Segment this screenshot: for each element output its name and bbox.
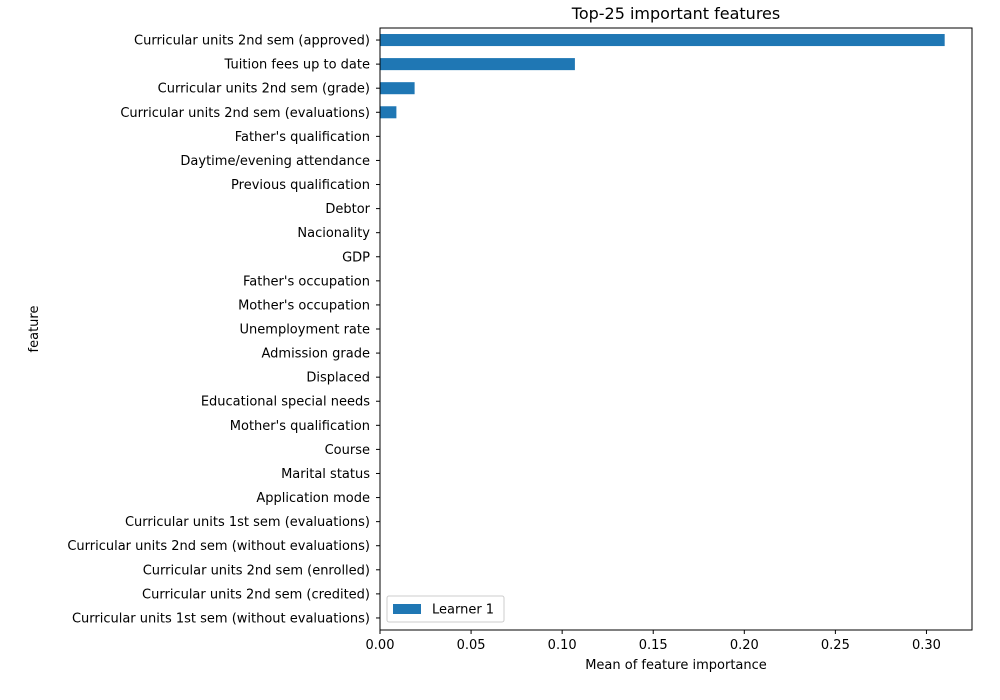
legend-box xyxy=(386,595,505,623)
y-tick-label: Displaced xyxy=(306,371,370,386)
y-tick-label: Father's occupation xyxy=(243,274,370,289)
y-tick-label: Curricular units 1st sem (evaluations) xyxy=(125,515,370,530)
y-tick-label: Application mode xyxy=(256,491,370,506)
bar xyxy=(380,82,415,95)
legend-swatch xyxy=(393,604,421,614)
y-axis-title: feature xyxy=(27,306,42,353)
y-tick-label: Course xyxy=(325,443,370,458)
y-tick-label: Curricular units 2nd sem (without evalua… xyxy=(67,539,370,554)
y-tick-label: Debtor xyxy=(325,202,370,217)
y-tick-label: Admission grade xyxy=(262,347,371,362)
y-tick-label: Unemployment rate xyxy=(240,323,370,338)
x-tick-label: 0.10 xyxy=(548,638,577,653)
chart-title: Top-25 important features xyxy=(571,4,780,23)
y-tick-label: GDP xyxy=(342,250,370,265)
x-axis-ticks: 0.00 0.05 0.10 0.15 0.20 0.25 0.30 xyxy=(366,630,941,653)
y-tick-label: Tuition fees up to date xyxy=(224,58,370,73)
y-tick-label: Daytime/evening attendance xyxy=(180,154,370,169)
y-tick-label: Mother's occupation xyxy=(238,298,370,313)
bar xyxy=(380,106,397,119)
y-tick-label: Marital status xyxy=(281,467,370,482)
y-tick-label: Curricular units 1st sem (without evalua… xyxy=(72,611,370,626)
x-tick-label: 0.15 xyxy=(639,638,668,653)
y-tick-label: Curricular units 2nd sem (approved) xyxy=(134,34,370,49)
bar xyxy=(380,34,945,47)
y-axis-ticks: Curricular units 2nd sem (approved) Tuiti… xyxy=(67,34,380,626)
bars-group xyxy=(380,34,945,119)
y-tick-label: Curricular units 2nd sem (evaluations) xyxy=(120,106,370,121)
x-tick-label: 0.00 xyxy=(366,638,395,653)
x-axis-title: Mean of feature importance xyxy=(585,658,767,673)
x-tick-label: 0.30 xyxy=(912,638,941,653)
x-tick-label: 0.20 xyxy=(730,638,759,653)
x-tick-label: 0.25 xyxy=(821,638,850,653)
y-tick-label: Previous qualification xyxy=(231,178,370,193)
y-tick-label: Curricular units 2nd sem (credited) xyxy=(142,587,370,602)
y-tick-label: Curricular units 2nd sem (enrolled) xyxy=(143,563,370,578)
y-tick-label: Father's qualification xyxy=(235,130,370,145)
y-tick-label: Educational special needs xyxy=(201,395,370,410)
legend-entry: Learner 1 xyxy=(432,603,494,618)
legend: Learner 1 xyxy=(386,595,505,623)
y-tick-label: Curricular units 2nd sem (grade) xyxy=(158,82,370,97)
x-tick-label: 0.05 xyxy=(457,638,486,653)
y-tick-label: Mother's qualification xyxy=(230,419,370,434)
plot-frame xyxy=(379,27,973,631)
y-tick-label: Nacionality xyxy=(297,226,370,241)
bar xyxy=(380,58,575,71)
